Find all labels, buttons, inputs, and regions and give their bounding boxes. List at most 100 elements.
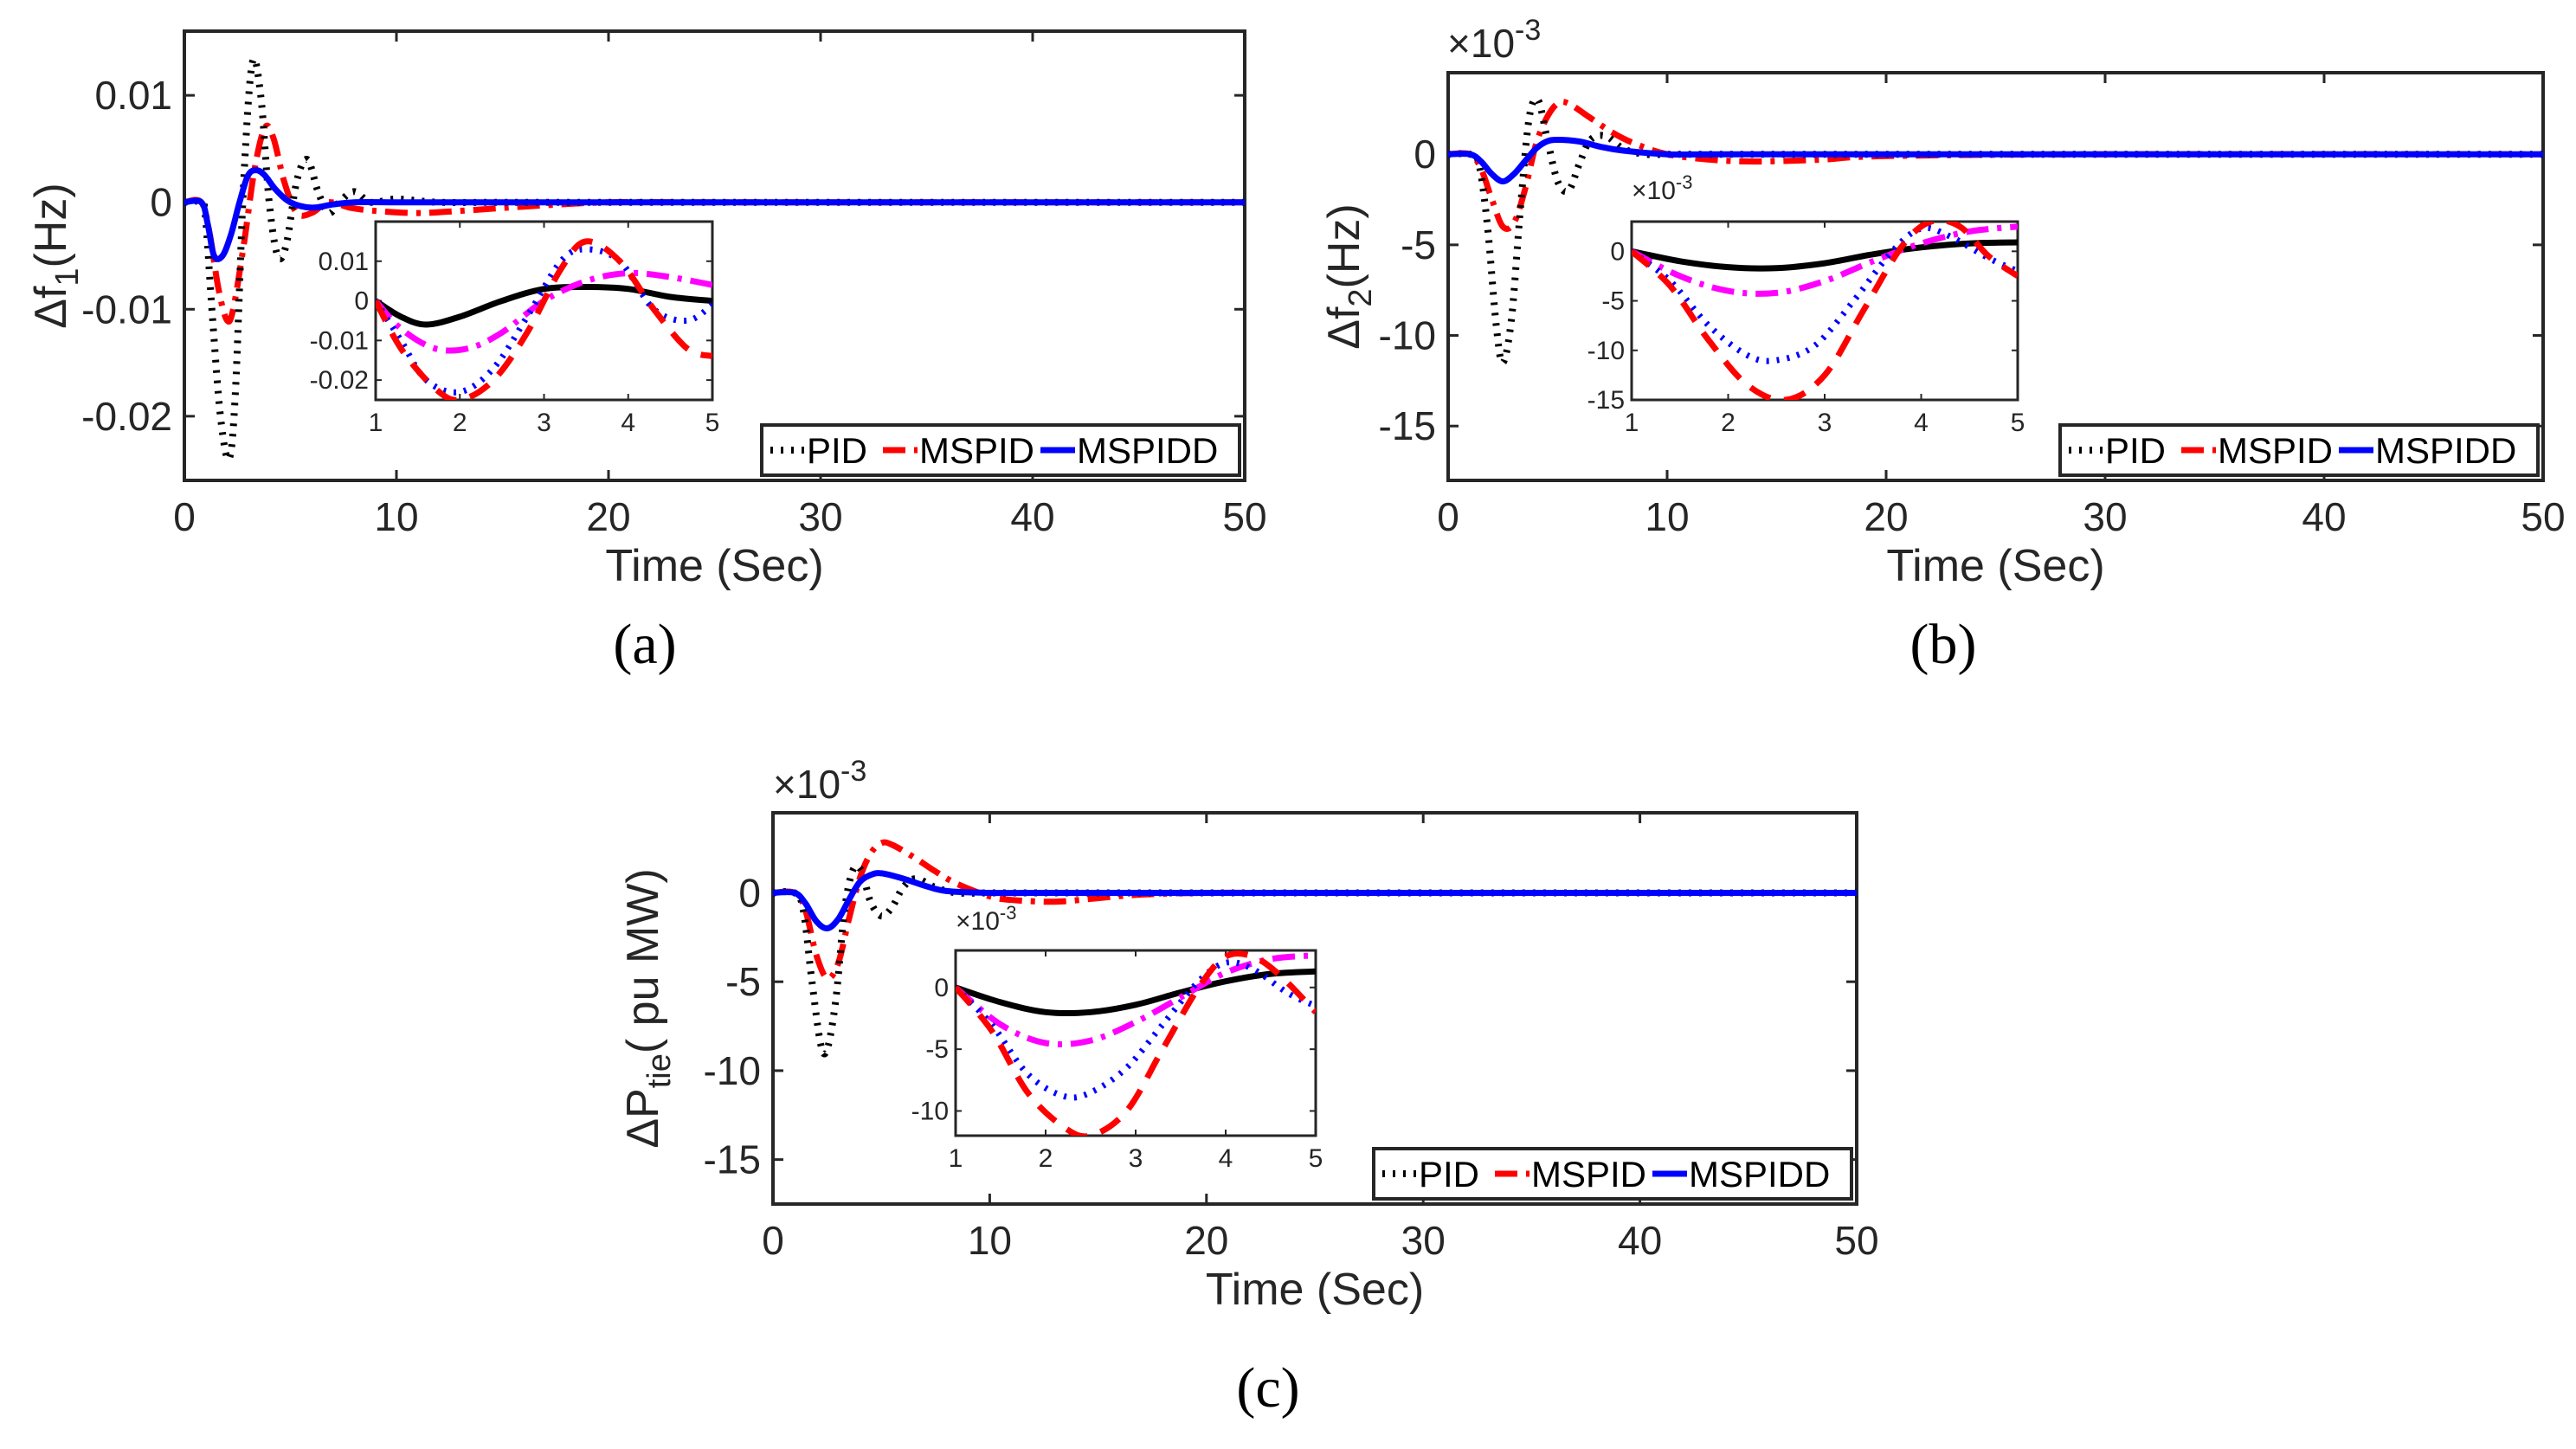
panel-label: (c) [1236,1356,1299,1420]
y-label-tail: (Hz) [26,183,76,267]
x-tick-label: 50 [1222,494,1266,539]
inset-line-black-solid [376,283,712,328]
series-line-pid [1448,95,2543,366]
x-axis-label: Time (Sec) [605,541,823,591]
exponent-power: -3 [840,755,866,788]
inset-line-black-solid [1632,239,2018,272]
inset-x-tick-label: 3 [1818,409,1832,437]
y-label-sub: 1 [49,267,86,286]
y-tick-label: 0 [738,870,761,915]
x-tick-label: 50 [2521,494,2565,539]
panel-label: (a) [613,613,676,676]
x-tick-label: 30 [2083,494,2127,539]
inset-y-tick-label: -0.01 [310,326,369,355]
inset-y-tick-label: -5 [1601,287,1625,316]
y-label-main: ΔP [618,1088,668,1148]
inset-x-tick-label: 2 [1039,1144,1053,1173]
inset-frame [374,220,714,402]
inset-exponent-label: ×10-3 [956,902,1016,936]
legend: PID MSPID MSPIDD [760,423,1241,477]
inset-x-tick-label: 1 [1625,409,1639,437]
y-tick-label: -15 [1379,403,1436,448]
legend-label-mspidd: MSPIDD [1077,430,1218,471]
x-tick-label: 20 [1864,494,1908,539]
inset-line-red-dashed [1632,222,2018,400]
y-tick-label: -10 [704,1048,761,1093]
legend: PID MSPID MSPIDD [2058,423,2540,477]
legend-label-mspidd: MSPIDD [1689,1154,1830,1195]
inset-exponent-power: -3 [1000,902,1017,924]
x-tick-label: 20 [1184,1218,1228,1263]
exponent-label: ×10-3 [1447,14,1541,66]
inset-line-blue-dotted [956,959,1316,1101]
inset-frame [954,949,1317,1137]
series-group [773,839,1857,1058]
inset-series-group [956,950,1316,1136]
x-tick-label: 40 [2302,494,2346,539]
y-tick-label: -10 [1379,313,1436,358]
inset-y-tick-label: -10 [1587,337,1625,365]
x-tick-label: 40 [1618,1218,1662,1263]
y-tick-label: -5 [1401,222,1436,267]
x-tick-label: 30 [798,494,842,539]
exponent-base: ×10 [1447,21,1515,66]
x-tick-label: 50 [1834,1218,1878,1263]
y-axis-label: ΔPtie( pu MW) [618,868,678,1148]
series-line-pid [773,862,1857,1058]
x-tick-label: 0 [1437,494,1459,539]
exponent-base: ×10 [773,762,840,807]
inset-exponent-base: ×10 [1632,177,1676,205]
x-tick-label: 10 [1645,494,1689,539]
y-tick-label: -15 [704,1137,761,1182]
exponent-label: ×10-3 [773,755,866,807]
inset-x-tick-label: 2 [453,409,467,437]
y-tick-label: 0 [150,180,172,225]
inset-frame [1630,220,2019,402]
plot-frame [183,29,1246,482]
inset-y-tick-label: -15 [1587,386,1625,415]
inset-y-tick-label: -10 [911,1097,949,1125]
series-group [1448,95,2543,366]
inset-x-tick-label: 5 [2011,409,2025,437]
inset-line-magenta-dashdot [1632,223,2018,297]
legend-box [2058,423,2540,477]
inset-y-tick-label: 0 [1610,237,1625,266]
legend-label-mspid: MSPID [919,430,1034,471]
y-tick-label: -0.02 [81,394,172,439]
inset-exponent-power: -3 [1676,171,1693,193]
x-axis-label: Time (Sec) [1206,1265,1424,1315]
y-axis-label: Δf1(Hz) [26,183,86,329]
series-group [184,55,1245,463]
inset-y-tick-label: -0.02 [310,366,369,395]
inset-x-tick-label: 3 [537,409,551,437]
inset-x-tick-label: 4 [621,409,635,437]
legend-label-pid: PID [807,430,867,471]
inset: 1 2 3 4 5 -15 -10 -5 0 ×10-3 [1587,171,2025,437]
inset: 1 2 3 4 5 -0.02 -0.01 0 0.01 [310,220,720,437]
inset-exponent-base: ×10 [956,907,1000,936]
y-tick-label: -5 [725,959,761,1004]
inset-x-tick-label: 1 [949,1144,963,1173]
y-label-sub: tie [641,1053,678,1088]
inset-series-group [1632,222,2018,400]
inset-exponent-label: ×10-3 [1632,171,1692,205]
y-tick-label: -0.01 [81,287,172,332]
legend-label-pid: PID [2105,430,2166,471]
series-line-mspidd [1448,137,2543,185]
inset-x-tick-label: 4 [1219,1144,1233,1173]
inset-x-tick-label: 5 [1309,1144,1323,1173]
legend-label-mspidd: MSPIDD [2375,430,2516,471]
inset-line-magenta-dashdot [376,269,712,354]
x-tick-label: 40 [1010,494,1054,539]
y-axis-label: Δf2(Hz) [1319,203,1379,350]
inset-y-tick-label: 0 [934,974,949,1002]
x-tick-label: 20 [586,494,630,539]
x-tick-label: 30 [1401,1218,1446,1263]
inset-x-tick-label: 5 [705,409,720,437]
inset-x-tick-label: 3 [1129,1144,1143,1173]
inset-y-tick-label: 0.01 [319,248,369,276]
legend-label-mspid: MSPID [1531,1154,1646,1195]
